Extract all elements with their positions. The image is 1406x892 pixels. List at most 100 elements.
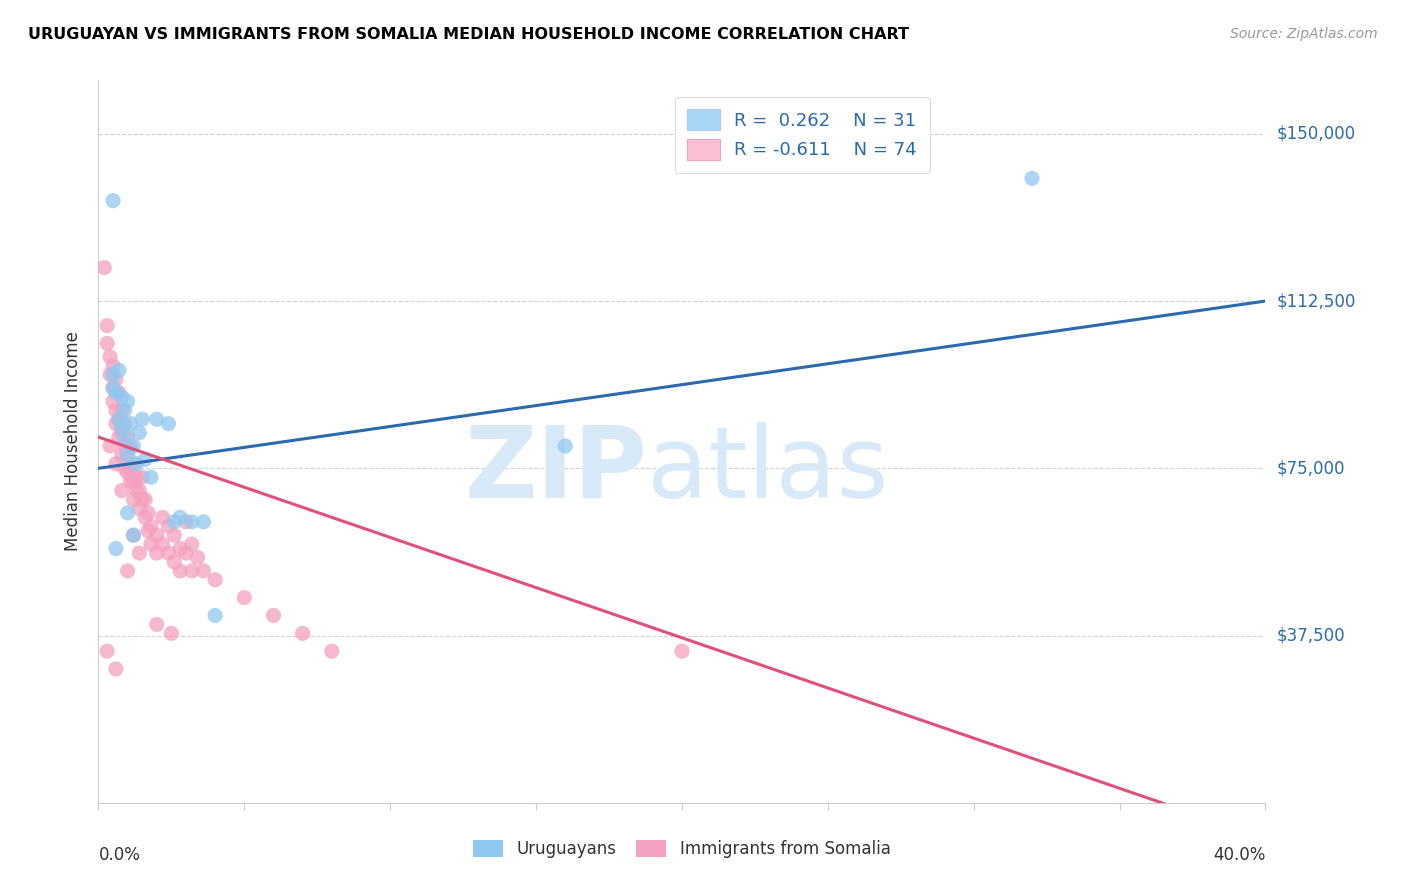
Point — [321, 644, 343, 658]
Point — [96, 336, 118, 351]
Point — [146, 617, 169, 632]
Point — [128, 425, 150, 440]
Point — [125, 457, 148, 471]
Point — [122, 492, 145, 507]
Point — [104, 541, 127, 556]
Point — [233, 591, 256, 605]
Point — [120, 417, 142, 431]
Point — [117, 430, 139, 444]
Point — [117, 448, 139, 462]
Point — [180, 564, 202, 578]
Text: $75,000: $75,000 — [1277, 459, 1346, 477]
Point — [146, 412, 169, 426]
Point — [131, 412, 153, 426]
Text: ZIP: ZIP — [464, 422, 647, 519]
Point — [117, 466, 139, 480]
Point — [134, 510, 156, 524]
Point — [169, 510, 191, 524]
Point — [101, 359, 124, 373]
Point — [104, 662, 127, 676]
Point — [96, 318, 118, 333]
Text: atlas: atlas — [647, 422, 889, 519]
Point — [98, 439, 121, 453]
Point — [152, 510, 174, 524]
Point — [131, 470, 153, 484]
Point — [125, 483, 148, 498]
Point — [117, 564, 139, 578]
Point — [114, 439, 136, 453]
Text: URUGUAYAN VS IMMIGRANTS FROM SOMALIA MEDIAN HOUSEHOLD INCOME CORRELATION CHART: URUGUAYAN VS IMMIGRANTS FROM SOMALIA MED… — [28, 27, 910, 42]
Point — [104, 372, 127, 386]
Point — [122, 528, 145, 542]
Point — [554, 439, 576, 453]
Point — [169, 564, 191, 578]
Text: $37,500: $37,500 — [1277, 626, 1346, 645]
Point — [104, 417, 127, 431]
Point — [101, 368, 124, 382]
Point — [111, 483, 134, 498]
Point — [671, 644, 693, 658]
Point — [111, 448, 134, 462]
Point — [157, 417, 180, 431]
Point — [134, 452, 156, 467]
Point — [122, 528, 145, 542]
Text: 40.0%: 40.0% — [1213, 847, 1265, 864]
Point — [108, 430, 131, 444]
Point — [120, 475, 142, 489]
Point — [163, 515, 186, 529]
Point — [114, 461, 136, 475]
Point — [163, 528, 186, 542]
Point — [291, 626, 314, 640]
Point — [104, 457, 127, 471]
Point — [117, 448, 139, 462]
Point — [122, 439, 145, 453]
Point — [114, 403, 136, 417]
Point — [169, 541, 191, 556]
Point — [139, 519, 162, 533]
Text: Source: ZipAtlas.com: Source: ZipAtlas.com — [1230, 27, 1378, 41]
Point — [111, 421, 134, 435]
Text: $150,000: $150,000 — [1277, 125, 1355, 143]
Point — [128, 483, 150, 498]
Point — [117, 394, 139, 409]
Point — [174, 546, 197, 560]
Point — [98, 350, 121, 364]
Point — [163, 555, 186, 569]
Point — [108, 363, 131, 377]
Point — [160, 626, 183, 640]
Text: $112,500: $112,500 — [1277, 292, 1355, 310]
Point — [111, 403, 134, 417]
Point — [108, 385, 131, 400]
Legend: Uruguayans, Immigrants from Somalia: Uruguayans, Immigrants from Somalia — [465, 832, 898, 867]
Point — [180, 537, 202, 551]
Point — [131, 492, 153, 507]
Point — [128, 546, 150, 560]
Point — [134, 492, 156, 507]
Point — [146, 528, 169, 542]
Point — [93, 260, 115, 275]
Point — [122, 457, 145, 471]
Point — [180, 515, 202, 529]
Point — [157, 546, 180, 560]
Point — [96, 644, 118, 658]
Point — [1021, 171, 1043, 186]
Point — [104, 385, 127, 400]
Point — [111, 390, 134, 404]
Point — [193, 515, 215, 529]
Point — [117, 506, 139, 520]
Point — [139, 470, 162, 484]
Point — [187, 550, 209, 565]
Point — [101, 381, 124, 395]
Point — [114, 430, 136, 444]
Point — [174, 515, 197, 529]
Point — [193, 564, 215, 578]
Point — [111, 425, 134, 440]
Point — [101, 394, 124, 409]
Point — [120, 439, 142, 453]
Point — [146, 546, 169, 560]
Point — [125, 470, 148, 484]
Point — [139, 537, 162, 551]
Text: 0.0%: 0.0% — [98, 847, 141, 864]
Point — [128, 501, 150, 516]
Point — [157, 519, 180, 533]
